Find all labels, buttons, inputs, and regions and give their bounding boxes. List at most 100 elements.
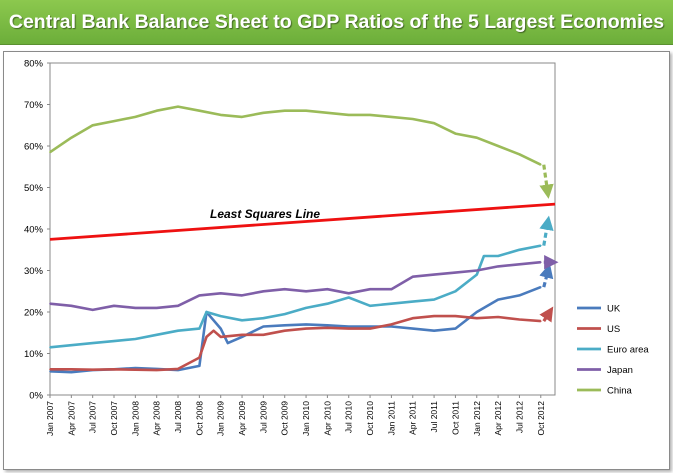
data-point-uk xyxy=(454,327,457,330)
data-point-us xyxy=(155,369,158,371)
data-point-japan xyxy=(134,307,137,309)
data-point-japan xyxy=(305,290,307,293)
x-tick-label: Oct 2010 xyxy=(365,401,375,436)
x-tick-label: Oct 2011 xyxy=(450,401,460,435)
data-point-china xyxy=(411,118,414,120)
x-tick-label: Apr 2012 xyxy=(493,401,503,436)
y-tick-label: 30% xyxy=(24,266,44,277)
data-point-euro-area xyxy=(305,307,307,309)
data-point-uk xyxy=(539,286,542,288)
data-point-uk xyxy=(70,371,73,373)
x-tick-label: Jul 2012 xyxy=(514,401,524,433)
y-tick-label: 60% xyxy=(24,142,44,153)
data-point-euro-area xyxy=(475,273,478,276)
data-point-china xyxy=(198,109,201,112)
data-point-euro-area xyxy=(205,311,208,313)
data-point-china xyxy=(70,136,73,139)
legend-label-japan: Japan xyxy=(607,365,633,376)
series-line-japan xyxy=(49,260,541,312)
x-tick-label: Apr 2009 xyxy=(237,401,247,436)
data-point-us xyxy=(411,317,414,320)
data-point-china xyxy=(219,114,222,116)
data-point-japan xyxy=(390,288,393,290)
x-tick-label: Oct 2012 xyxy=(536,401,546,436)
projection-arrow-euro-area xyxy=(539,215,554,246)
x-tick-label: Jul 2011 xyxy=(429,401,439,433)
x-tick-label: Apr 2008 xyxy=(152,401,162,436)
data-point-china xyxy=(326,112,329,114)
data-point-us xyxy=(241,334,243,336)
data-point-euro-area xyxy=(390,302,393,305)
data-point-china xyxy=(369,114,371,116)
data-point-china xyxy=(305,109,307,112)
x-tick-label: Jul 2008 xyxy=(173,401,183,433)
plot-area xyxy=(49,62,556,396)
data-point-euro-area xyxy=(49,346,51,349)
data-point-china xyxy=(113,120,115,122)
data-point-japan xyxy=(411,275,414,278)
data-point-japan xyxy=(497,265,499,268)
data-point-us xyxy=(369,327,371,330)
data-point-euro-area xyxy=(113,340,115,342)
data-point-us xyxy=(539,320,542,322)
data-point-japan xyxy=(219,292,222,295)
data-point-japan xyxy=(198,294,201,297)
data-point-china xyxy=(497,145,499,147)
data-point-japan xyxy=(475,269,478,272)
data-point-uk xyxy=(198,365,201,367)
data-point-uk xyxy=(497,298,499,301)
data-point-japan xyxy=(369,288,371,290)
data-point-us xyxy=(326,326,329,329)
data-point-euro-area xyxy=(411,300,414,303)
x-tick-label: Jan 2007 xyxy=(45,401,55,436)
data-point-euro-area xyxy=(155,334,158,336)
data-point-uk xyxy=(518,294,521,297)
data-point-china xyxy=(475,136,478,139)
data-point-china xyxy=(347,114,350,116)
series-line-china xyxy=(49,105,542,166)
data-point-euro-area xyxy=(134,338,137,340)
data-point-uk xyxy=(475,311,478,313)
data-point-uk xyxy=(262,325,265,328)
data-point-japan xyxy=(539,261,542,264)
data-point-us xyxy=(91,368,94,371)
x-tick-label: Apr 2010 xyxy=(322,401,332,436)
data-point-uk xyxy=(390,325,393,328)
data-point-japan xyxy=(326,288,329,290)
legend-label-uk: UK xyxy=(607,304,621,315)
data-point-china xyxy=(155,109,158,112)
data-point-us xyxy=(177,368,179,370)
data-point-uk xyxy=(49,370,51,373)
data-point-japan xyxy=(454,271,457,274)
data-point-uk xyxy=(411,327,414,330)
y-tick-label: 50% xyxy=(24,183,44,194)
data-point-euro-area xyxy=(91,342,94,344)
data-point-us xyxy=(212,329,215,332)
data-point-uk xyxy=(369,325,371,328)
data-point-china xyxy=(433,122,435,124)
x-tick-label: Jul 2010 xyxy=(344,401,354,433)
data-point-china xyxy=(134,116,137,118)
data-point-japan xyxy=(177,304,179,307)
data-point-uk xyxy=(283,324,286,327)
series-line-us xyxy=(50,314,541,372)
y-tick-label: 10% xyxy=(24,349,44,360)
data-point-japan xyxy=(347,292,350,295)
data-point-euro-area xyxy=(70,344,73,347)
projection-arrow-china xyxy=(539,164,554,199)
data-point-uk xyxy=(219,327,222,330)
data-point-us xyxy=(198,356,201,359)
x-tick-label: Oct 2009 xyxy=(280,401,290,436)
data-point-china xyxy=(539,163,542,166)
data-point-euro-area xyxy=(177,329,179,332)
x-tick-label: Jan 2010 xyxy=(301,401,311,436)
data-point-euro-area xyxy=(262,317,265,320)
series-line-euro-area xyxy=(49,244,542,349)
x-axis: Jan 2007 Apr 2007 Jul 2007 Oct 2007 Jan 2008… xyxy=(45,395,546,436)
data-point-euro-area xyxy=(454,290,457,293)
data-point-euro-area xyxy=(219,315,222,317)
data-point-euro-area xyxy=(497,255,499,257)
data-point-japan xyxy=(262,290,265,293)
x-tick-label: Jan 2011 xyxy=(386,401,396,436)
x-tick-label: Jan 2009 xyxy=(216,401,226,436)
